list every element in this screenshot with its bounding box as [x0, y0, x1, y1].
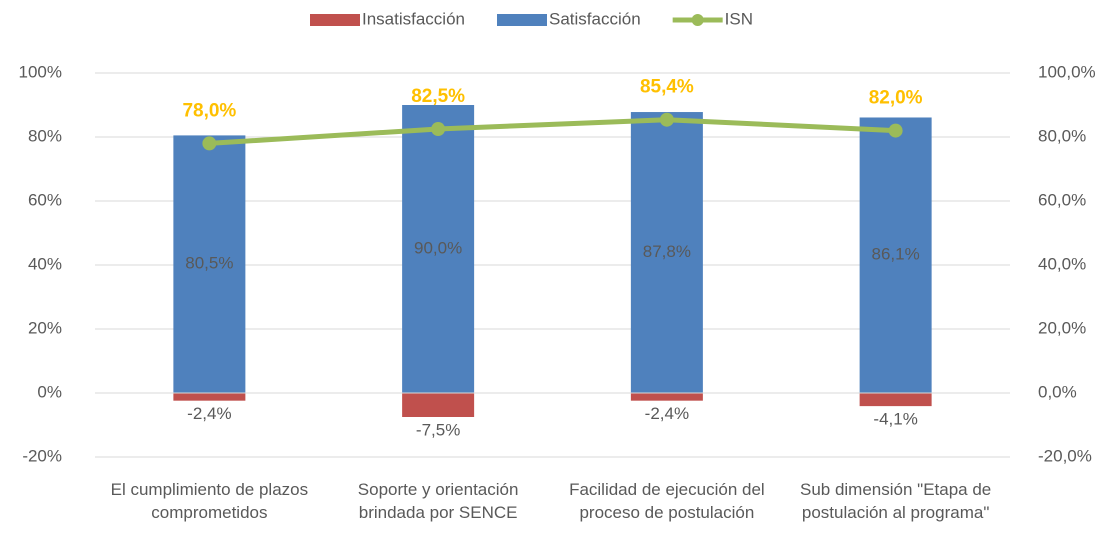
line-point — [431, 122, 446, 136]
bar — [173, 393, 246, 401]
legend-swatch — [691, 14, 704, 26]
y-tick-label: 40% — [28, 254, 62, 273]
line — [209, 117, 896, 146]
y2-tick-label: 0,0% — [1038, 382, 1077, 401]
y2-tick-label: 60,0% — [1038, 190, 1086, 209]
x-tick-label: Soporte y orientación brindada por SENCE — [357, 480, 519, 522]
bar — [859, 117, 932, 393]
data-label: 90,0% — [414, 238, 462, 257]
y-tick-label: 100% — [19, 62, 62, 81]
y2-tick-label: 40,0% — [1038, 254, 1086, 273]
legend-label: Insatisfacción — [362, 9, 465, 28]
y2-tick-label: 20,0% — [1038, 318, 1086, 337]
bar — [630, 393, 703, 401]
bar — [173, 135, 246, 393]
data-label: 85,4% — [640, 77, 694, 98]
data-label: -2,4% — [187, 404, 231, 423]
legend-label: Satisfacción — [549, 9, 641, 28]
data-label: 87,8% — [643, 242, 691, 261]
data-label: 78,0% — [182, 100, 236, 121]
x-tick-label: Facilidad de ejecución del proceso de po… — [569, 480, 765, 522]
data-label: -4,1% — [873, 410, 917, 429]
y-tick-label: 0% — [37, 382, 62, 401]
y2-tick-label: -20,0% — [1038, 446, 1092, 465]
bar — [630, 112, 703, 393]
data-label: -2,4% — [645, 404, 689, 423]
data-label: 86,1% — [872, 245, 920, 264]
legend-swatch — [310, 14, 360, 26]
legend-label: ISN — [725, 9, 753, 28]
line-point — [202, 136, 217, 151]
x-tick-label: Sub dimensión "Etapa de postulación al p… — [799, 480, 992, 522]
y-tick-label: -20% — [22, 446, 62, 465]
bar — [402, 105, 475, 393]
x-tick-label: El cumplimiento de plazos comprometidos — [110, 480, 309, 522]
bar — [859, 393, 932, 407]
legend-swatch — [497, 14, 547, 26]
y2-tick-label: 80,0% — [1038, 126, 1086, 145]
y-tick-label: 60% — [28, 190, 62, 209]
data-label: 82,5% — [411, 86, 465, 107]
line-point — [888, 123, 903, 138]
y-tick-label: 80% — [28, 126, 62, 145]
y-tick-label: 20% — [28, 318, 62, 337]
data-label: 80,5% — [185, 254, 233, 273]
data-label: -7,5% — [416, 420, 460, 439]
y2-tick-label: 100,0% — [1038, 62, 1096, 81]
data-label: 82,0% — [869, 88, 923, 109]
line-point — [659, 112, 674, 127]
bar — [402, 393, 475, 417]
